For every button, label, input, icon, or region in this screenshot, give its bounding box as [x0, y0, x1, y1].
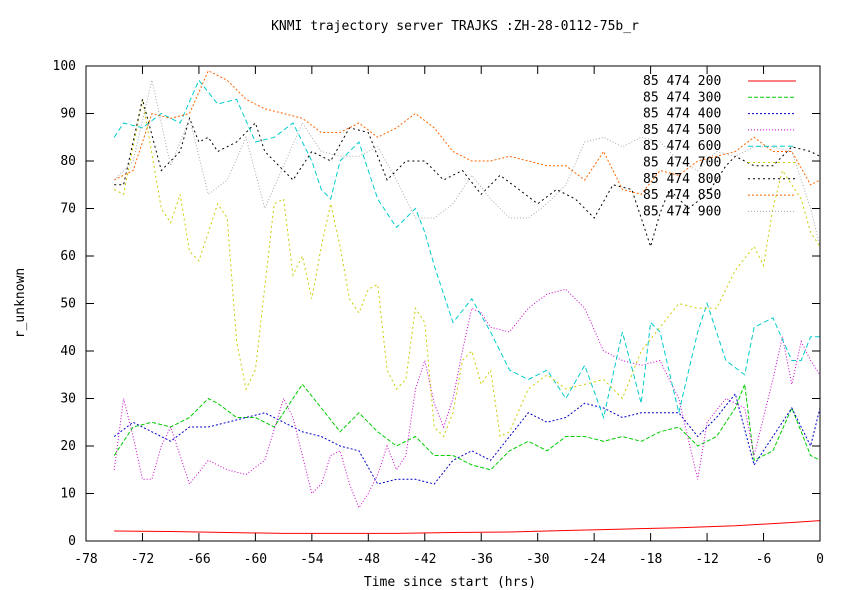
chart-title: KNMI trajectory server TRAJKS :ZH-28-011… — [271, 19, 639, 34]
legend-label: 85 474 200 — [643, 74, 721, 89]
axis-ticks: -78 -72 -66 -60 -54 -48 -42 -36 -30 -24 -18 -12 -6 00… — [53, 59, 824, 567]
series-line-5 — [113, 79, 820, 420]
legend-label: 85 474 600 — [643, 139, 721, 154]
y-tick-label: 60 — [60, 249, 76, 264]
y-tick-label: 10 — [60, 487, 76, 502]
x-tick-label: -60 — [244, 552, 267, 567]
series-line-1 — [114, 520, 821, 534]
series-line-6 — [113, 99, 821, 438]
y-tick-label: 30 — [60, 392, 76, 407]
x-tick-label: -6 — [756, 552, 772, 567]
y-tick-label: 100 — [53, 59, 76, 74]
x-tick-label: -48 — [357, 552, 380, 567]
y-tick-label: 80 — [60, 154, 76, 169]
legend-label: 85 474 400 — [643, 107, 721, 122]
series-line-4 — [113, 288, 821, 509]
legend-label: 85 474 300 — [643, 90, 721, 105]
y-tick-label: 90 — [60, 107, 76, 122]
series-line-7 — [114, 99, 821, 249]
y-tick-label: 70 — [60, 202, 76, 217]
y-tick-label: 20 — [60, 439, 76, 454]
x-tick-label: -36 — [469, 552, 492, 567]
x-tick-label: -12 — [695, 552, 718, 567]
y-tick-label: 0 — [68, 534, 76, 549]
series-line-8 — [113, 70, 821, 195]
plot-frame — [85, 65, 821, 542]
x-tick-label: -66 — [187, 552, 210, 567]
x-axis-label: Time since start (hrs) — [364, 575, 536, 590]
legend-label: 85 474 500 — [643, 123, 721, 138]
x-tick-label: -18 — [639, 552, 662, 567]
y-tick-label: 40 — [60, 344, 76, 359]
x-tick-label: -24 — [582, 552, 606, 567]
legend-label: 85 474 900 — [643, 204, 721, 219]
x-tick-label: -42 — [413, 552, 436, 567]
series-line-3 — [113, 392, 821, 485]
y-tick-label: 50 — [60, 297, 76, 312]
x-tick-label: -72 — [131, 552, 154, 567]
legend-label: 85 474 850 — [643, 188, 721, 203]
x-tick-label: 0 — [816, 552, 824, 567]
legend-label: 85 474 800 — [643, 172, 721, 187]
series-group — [113, 70, 821, 534]
y-axis-label: r_unknown — [13, 268, 28, 338]
x-tick-label: -54 — [300, 552, 324, 567]
series-line-2 — [113, 383, 821, 471]
x-tick-label: -78 — [74, 552, 97, 567]
x-tick-label: -30 — [526, 552, 549, 567]
legend-label: 85 474 700 — [643, 156, 721, 171]
series-line-9 — [113, 80, 821, 247]
